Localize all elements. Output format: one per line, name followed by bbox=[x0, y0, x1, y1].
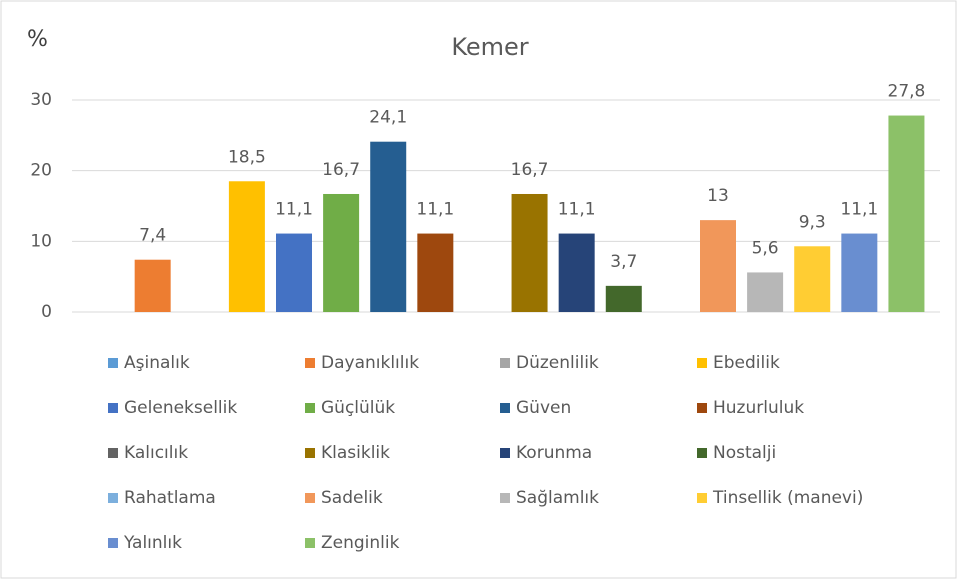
legend-label: Korunma bbox=[516, 443, 592, 463]
legend-label: Kalıcılık bbox=[124, 443, 188, 463]
legend-label: Rahatlama bbox=[124, 488, 216, 508]
legend-swatch bbox=[108, 358, 118, 368]
data-label: 11,1 bbox=[558, 200, 596, 220]
legend-label: Zenginlik bbox=[321, 533, 400, 553]
legend-swatch bbox=[305, 358, 315, 368]
legend-swatch bbox=[697, 493, 707, 503]
data-label: 7,4 bbox=[139, 226, 166, 246]
legend-swatch bbox=[108, 538, 118, 548]
legend-swatch bbox=[305, 493, 315, 503]
legend-label: Dayanıklılık bbox=[321, 353, 419, 373]
legend-label: Sağlamlık bbox=[516, 488, 599, 508]
legend-swatch bbox=[500, 493, 510, 503]
bar bbox=[370, 141, 407, 312]
legend-label: Sadelik bbox=[321, 488, 383, 508]
bar bbox=[888, 115, 925, 313]
data-label: 16,7 bbox=[322, 160, 360, 180]
y-tick-label: 20 bbox=[30, 161, 52, 181]
legend-label: Geleneksellik bbox=[124, 398, 237, 418]
legend-swatch bbox=[108, 493, 118, 503]
legend-swatch bbox=[305, 403, 315, 413]
legend-label: Düzenlilik bbox=[516, 353, 599, 373]
data-label: 3,7 bbox=[610, 252, 637, 272]
bar bbox=[228, 181, 265, 312]
bar bbox=[841, 233, 878, 312]
legend-swatch bbox=[500, 403, 510, 413]
legend-swatch bbox=[697, 403, 707, 413]
legend-swatch bbox=[108, 448, 118, 458]
legend-label: Ebedilik bbox=[713, 353, 780, 373]
y-tick-label: 10 bbox=[30, 231, 52, 251]
y-axis-label: % bbox=[27, 27, 48, 52]
bar bbox=[558, 233, 595, 312]
legend-label: Klasiklik bbox=[321, 443, 390, 463]
legend-label: Tinsellik (manevi) bbox=[712, 488, 863, 508]
bar bbox=[511, 193, 548, 312]
bar bbox=[700, 220, 736, 312]
data-label: 5,6 bbox=[752, 238, 779, 258]
chart-title: Kemer bbox=[451, 33, 528, 61]
legend-label: Huzurluluk bbox=[713, 398, 804, 418]
legend-label: Güçlülük bbox=[321, 398, 395, 418]
legend-swatch bbox=[697, 358, 707, 368]
bar bbox=[134, 259, 171, 312]
bar bbox=[276, 233, 312, 312]
legend-swatch bbox=[500, 358, 510, 368]
legend-swatch bbox=[500, 448, 510, 458]
data-label: 11,1 bbox=[416, 200, 454, 220]
y-tick-label: 0 bbox=[41, 302, 52, 322]
data-label: 11,1 bbox=[275, 200, 313, 220]
data-label: 11,1 bbox=[840, 200, 878, 220]
data-label: 16,7 bbox=[511, 160, 549, 180]
data-label: 27,8 bbox=[888, 82, 926, 102]
data-label: 18,5 bbox=[228, 147, 266, 167]
legend-swatch bbox=[305, 448, 315, 458]
y-tick-label: 30 bbox=[30, 90, 52, 110]
data-label: 24,1 bbox=[369, 108, 407, 128]
data-label: 13 bbox=[707, 186, 729, 206]
bar bbox=[747, 272, 784, 312]
legend-label: Nostalji bbox=[713, 443, 776, 463]
bar bbox=[605, 285, 642, 312]
legend-swatch bbox=[108, 403, 118, 413]
data-label: 9,3 bbox=[799, 212, 826, 232]
legend-label: Yalınlık bbox=[123, 533, 182, 553]
bar bbox=[323, 193, 360, 312]
bar bbox=[794, 246, 831, 312]
legend-label: Aşinalık bbox=[124, 353, 190, 373]
legend-swatch bbox=[305, 538, 315, 548]
legend-swatch bbox=[697, 448, 707, 458]
bar bbox=[417, 233, 454, 312]
legend-label: Güven bbox=[516, 398, 571, 418]
